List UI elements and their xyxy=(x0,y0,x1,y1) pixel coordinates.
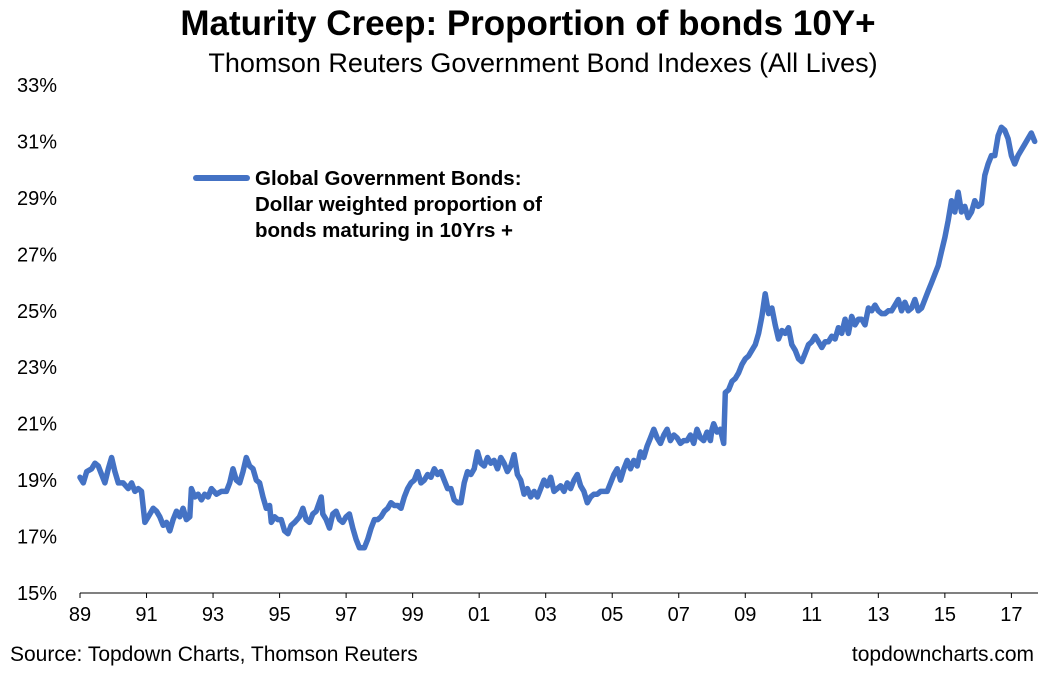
x-tick-label: 99 xyxy=(402,604,424,626)
x-tick-label: 05 xyxy=(601,604,623,626)
legend: Global Government Bonds: Dollar weighted … xyxy=(193,167,542,242)
x-tick-label: 07 xyxy=(668,604,690,626)
x-axis-ticks: 89 91 93 95 97 99 01 03 05 07 09 11 13 15 17 xyxy=(69,593,1023,626)
y-tick-label: 25% xyxy=(17,301,57,323)
y-tick-label: 21% xyxy=(17,414,57,436)
x-tick-label: 15 xyxy=(934,604,956,626)
legend-label: Dollar weighted proportion of xyxy=(255,193,542,216)
x-tick-label: 01 xyxy=(468,604,490,626)
x-tick-label: 13 xyxy=(867,604,889,626)
x-tick-label: 09 xyxy=(734,604,756,626)
source-note: Source: Topdown Charts, Thomson Reuters xyxy=(10,643,418,666)
plot-area xyxy=(77,124,1038,551)
x-tick-label: 93 xyxy=(202,604,224,626)
y-tick-label: 17% xyxy=(17,527,57,549)
x-tick-label: 97 xyxy=(335,604,357,626)
y-tick-label: 23% xyxy=(17,357,57,379)
y-tick-label: 33% xyxy=(17,75,57,97)
legend-label: Global Government Bonds: xyxy=(255,167,522,190)
x-tick-label: 17 xyxy=(1000,604,1022,626)
chart-title: Maturity Creep: Proportion of bonds 10Y+ xyxy=(180,4,876,43)
y-tick-label: 15% xyxy=(17,583,57,605)
x-tick-label: 95 xyxy=(268,604,290,626)
chart-subtitle: Thomson Reuters Government Bond Indexes … xyxy=(208,48,878,78)
x-tick-label: 11 xyxy=(801,604,822,626)
series-line xyxy=(77,124,1038,551)
watermark-url: topdowncharts.com xyxy=(851,643,1034,666)
x-tick-label: 91 xyxy=(135,604,157,626)
y-tick-label: 19% xyxy=(17,470,57,492)
x-tick-label: 89 xyxy=(69,604,91,626)
y-tick-label: 31% xyxy=(17,131,57,153)
y-axis-ticks: 15% 17% 19% 21% 23% 25% 27% 29% 31% 33% xyxy=(17,75,57,605)
y-tick-label: 29% xyxy=(17,188,57,210)
legend-label: bonds maturing in 10Yrs + xyxy=(255,219,513,242)
y-tick-label: 27% xyxy=(17,244,57,266)
x-tick-label: 03 xyxy=(535,604,557,626)
